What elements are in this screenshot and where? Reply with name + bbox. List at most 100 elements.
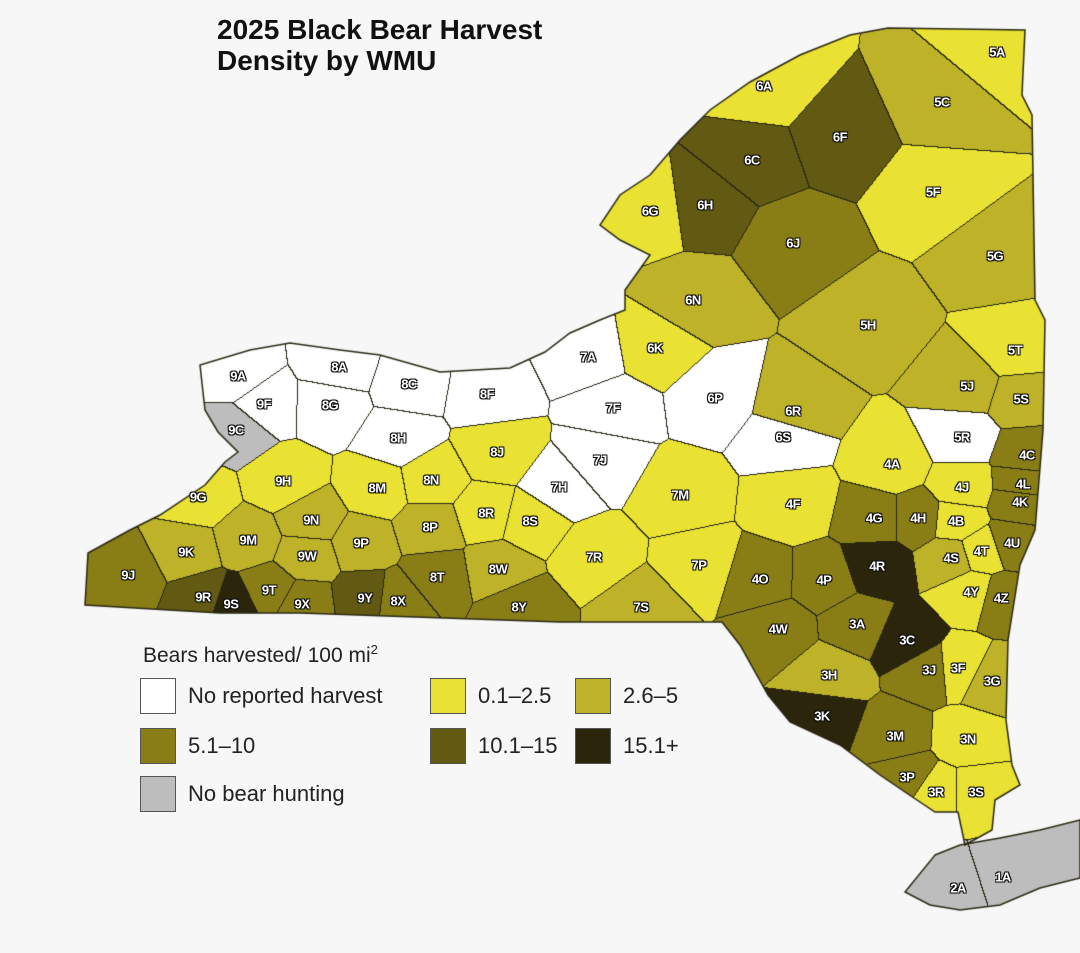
wmu-label-6G: 6G xyxy=(641,203,659,219)
wmu-label-3M: 3M xyxy=(886,728,904,744)
wmu-label-9X: 9X xyxy=(294,596,310,612)
wmu-label-5R: 5R xyxy=(954,429,970,445)
wmu-label-3J: 3J xyxy=(922,662,936,678)
wmu-label-4W: 4W xyxy=(768,621,788,637)
wmu-label-4J: 4J xyxy=(955,479,969,495)
wmu-label-4R: 4R xyxy=(869,558,885,574)
legend-swatch xyxy=(575,728,611,764)
legend-item-none: No reported harvest xyxy=(140,678,382,714)
wmu-label-3S: 3S xyxy=(968,784,984,800)
legend-item-c1: 0.1–2.5 xyxy=(430,678,551,714)
wmu-label-8S: 8S xyxy=(522,513,538,529)
wmu-label-8W: 8W xyxy=(488,561,508,577)
title-line-2: Density by WMU xyxy=(217,45,437,76)
wmu-label-3K: 3K xyxy=(814,708,830,724)
wmu-label-7P: 7P xyxy=(691,557,707,573)
wmu-label-5H: 5H xyxy=(860,317,876,333)
wmu-label-6C: 6C xyxy=(744,152,760,168)
legend-item-c3: 5.1–10 xyxy=(140,728,255,764)
wmu-label-8R: 8R xyxy=(478,505,494,521)
wmu-label-6H: 6H xyxy=(697,197,713,213)
wmu-label-5J: 5J xyxy=(960,378,974,394)
wmu-label-7M: 7M xyxy=(671,487,689,503)
wmu-label-4Y: 4Y xyxy=(963,584,979,600)
wmu-label-6A: 6A xyxy=(756,78,772,94)
wmu-label-5F: 5F xyxy=(925,184,941,200)
wmu-label-4K: 4K xyxy=(1012,494,1028,510)
wmu-label-9S: 9S xyxy=(223,596,239,612)
wmu-label-8H: 8H xyxy=(390,430,406,446)
wmu-label-4G: 4G xyxy=(865,510,883,526)
wmu-label-9J: 9J xyxy=(121,567,135,583)
wmu-label-4A: 4A xyxy=(884,456,900,472)
wmu-label-3N: 3N xyxy=(960,731,976,747)
wmu-label-8P: 8P xyxy=(422,519,438,535)
wmu-label-8Y: 8Y xyxy=(511,599,527,615)
wmu-label-8F: 8F xyxy=(479,386,495,402)
wmu-label-9F: 9F xyxy=(256,396,272,412)
wmu-label-6J: 6J xyxy=(786,235,800,251)
wmu-label-9K: 9K xyxy=(178,544,194,560)
legend-label: 5.1–10 xyxy=(188,733,256,758)
map-title: 2025 Black Bear Harvest Density by WMU xyxy=(217,14,542,76)
wmu-label-7R: 7R xyxy=(586,549,602,565)
wmu-label-4Z: 4Z xyxy=(993,590,1009,606)
wmu-label-8G: 8G xyxy=(321,397,339,413)
legend-swatch xyxy=(430,678,466,714)
legend-label: No bear hunting xyxy=(188,781,345,806)
wmu-label-3H: 3H xyxy=(821,667,837,683)
legend-title: Bears harvested/ 100 mi2 xyxy=(143,642,378,668)
wmu-label-9W: 9W xyxy=(297,548,317,564)
wmu-label-4O: 4O xyxy=(751,571,769,587)
legend-label: 10.1–15 xyxy=(478,733,558,758)
wmu-label-7H: 7H xyxy=(551,479,567,495)
wmu-label-5C: 5C xyxy=(934,94,950,110)
wmu-label-4T: 4T xyxy=(973,543,989,559)
legend-swatch xyxy=(430,728,466,764)
wmu-label-1A: 1A xyxy=(995,869,1011,885)
wmu-label-4F: 4F xyxy=(785,496,801,512)
wmu-label-9P: 9P xyxy=(353,535,369,551)
legend-item-c4: 10.1–15 xyxy=(430,728,558,764)
wmu-label-4H: 4H xyxy=(910,510,926,526)
legend-swatch xyxy=(575,678,611,714)
legend-title-superscript: 2 xyxy=(370,642,378,657)
legend-title-text: Bears harvested/ 100 mi xyxy=(143,644,371,667)
wmu-label-8T: 8T xyxy=(429,569,445,585)
wmu-label-3C: 3C xyxy=(899,632,915,648)
wmu-label-4B: 4B xyxy=(948,513,964,529)
wmu-label-9C: 9C xyxy=(228,422,244,438)
wmu-label-7A: 7A xyxy=(580,349,596,365)
wmu-label-3P: 3P xyxy=(899,769,915,785)
legend-label: 0.1–2.5 xyxy=(478,683,552,708)
wmu-label-8M: 8M xyxy=(368,480,386,496)
title-line-1: 2025 Black Bear Harvest xyxy=(217,14,543,45)
wmu-label-9Y: 9Y xyxy=(357,590,373,606)
wmu-label-4L: 4L xyxy=(1015,476,1031,492)
wmu-label-5A: 5A xyxy=(989,44,1005,60)
wmu-label-8A: 8A xyxy=(331,359,347,375)
legend-swatch xyxy=(140,678,176,714)
wmu-label-6P: 6P xyxy=(707,390,723,406)
wmu-label-9H: 9H xyxy=(275,473,291,489)
wmu-label-3A: 3A xyxy=(849,616,865,632)
legend-item-c5: 15.1+ xyxy=(575,728,679,764)
wmu-label-5S: 5S xyxy=(1013,391,1029,407)
wmu-label-3F: 3F xyxy=(950,660,966,676)
wmu-label-3R: 3R xyxy=(928,784,944,800)
legend-swatch xyxy=(140,728,176,764)
wmu-label-8X: 8X xyxy=(390,593,406,609)
legend-label: No reported harvest xyxy=(188,683,383,708)
wmu-label-2A: 2A xyxy=(950,880,966,896)
wmu-label-5T: 5T xyxy=(1007,342,1023,358)
wmu-label-4U: 4U xyxy=(1004,535,1020,551)
wmu-label-6R: 6R xyxy=(785,403,801,419)
wmu-label-9N: 9N xyxy=(303,512,319,528)
wmu-label-3G: 3G xyxy=(983,673,1001,689)
wmu-label-9R: 9R xyxy=(195,589,211,605)
wmu-label-6S: 6S xyxy=(775,429,791,445)
wmu-label-7F: 7F xyxy=(605,400,621,416)
wmu-label-4C: 4C xyxy=(1019,447,1035,463)
